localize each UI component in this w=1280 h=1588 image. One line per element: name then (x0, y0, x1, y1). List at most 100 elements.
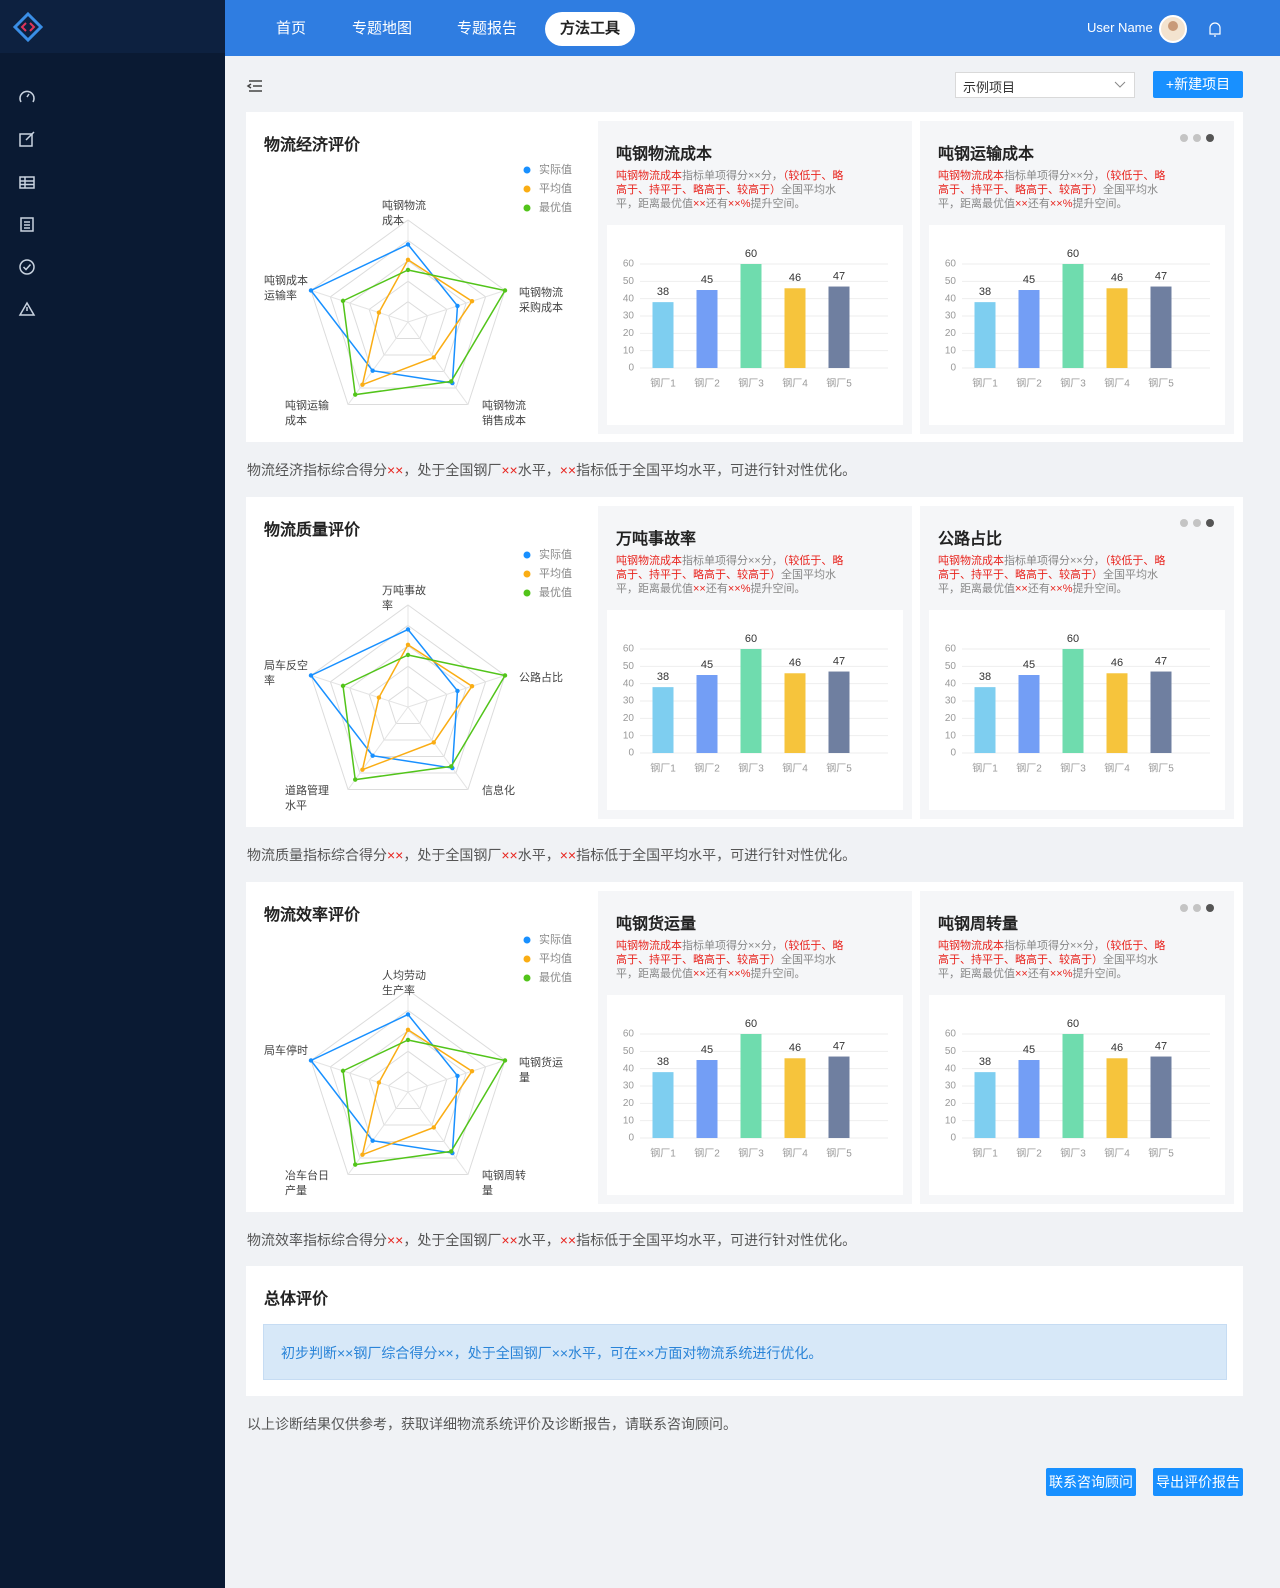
x-tick-label: 钢厂1 (972, 377, 998, 390)
legend-dot (523, 589, 531, 597)
icon-warning[interactable] (18, 301, 36, 316)
bar-chart: 0 10 20 30 40 50 60 38 钢厂1 45 钢厂2 60 钢厂3 46 钢厂4 47 钢厂5 (945, 248, 1210, 390)
radar-series-line (361, 643, 474, 771)
text-segment: 水平， (517, 462, 560, 478)
radar-ring (388, 685, 428, 725)
text-segment: 提升空间。 (1072, 968, 1128, 980)
bar (784, 288, 806, 368)
text-segment: ×× (1015, 968, 1028, 980)
value-label: 45 (1023, 274, 1035, 286)
card-description: 吨钢物流成本指标单项得分××分，（较低于、略高于、持平于、略高于、较高于）全国平… (616, 554, 854, 596)
section-title: 物流效率评价 (264, 907, 361, 924)
text-segment: 指标单项得分××分， (682, 940, 783, 952)
text-segment: ×× (693, 198, 706, 210)
y-tick-label: 60 (623, 1029, 635, 1040)
radar-series-line (342, 269, 507, 396)
radar-ring (349, 1030, 467, 1143)
radar-point (340, 1068, 346, 1074)
radar-spoke (310, 675, 409, 708)
radar-point (448, 379, 454, 384)
logo[interactable] (0, 0, 60, 53)
radar-spoke (407, 706, 469, 790)
text-segment: 指标低于全国平均水平，可进行针对性优化。 (576, 462, 857, 478)
card-title: 公路占比 (938, 531, 1003, 548)
card-description: 吨钢物流成本指标单项得分××分，（较低于、略高于、持平于、略高于、较高于）全国平… (938, 169, 1176, 211)
icon-dashboard[interactable] (19, 90, 35, 103)
nav-item[interactable]: 专题地图 (352, 20, 413, 37)
radar-ring (349, 645, 467, 758)
text-segment: ××% (1049, 583, 1073, 595)
text-segment: 吨钢物流成本 (938, 555, 1004, 567)
radar-series-line (342, 1039, 507, 1166)
radar-ring (388, 300, 428, 340)
radar-ring (388, 1070, 428, 1110)
text-segment: 指标单项得分××分， (682, 170, 783, 182)
bar-chart: 0 10 20 30 40 50 60 38 钢厂1 45 钢厂2 60 钢厂3 46 钢厂4 47 钢厂5 (945, 633, 1210, 775)
radar-axis-label: 产量 (285, 1183, 307, 1197)
carousel-dot (1206, 904, 1214, 912)
project-select[interactable]: 示例项目 (955, 72, 1135, 98)
text-segment: 水平， (517, 847, 560, 863)
radar-point (455, 688, 460, 694)
text-segment: （较低于、略高于、持平于、略高于、较高于） (616, 555, 844, 581)
user-name[interactable]: User Name (1087, 20, 1153, 35)
nav-item[interactable]: 方法工具 (545, 12, 636, 46)
text-segment: 还有 (1027, 198, 1050, 210)
legend-label[interactable]: 平均值 (539, 567, 572, 580)
y-tick-label: 20 (945, 1098, 957, 1109)
x-tick-label: 钢厂2 (694, 1147, 720, 1160)
overall-title: 总体评价 (264, 1291, 329, 1308)
text-segment: 指标单项得分××分， (1004, 170, 1105, 182)
bell-icon[interactable] (1209, 22, 1221, 37)
x-tick-label: 钢厂4 (782, 377, 808, 390)
value-label: 38 (979, 1056, 991, 1068)
radar-axis-label: 局车停时 (264, 1043, 308, 1057)
nav-item[interactable]: 首页 (276, 20, 307, 37)
icon-edit[interactable] (19, 131, 35, 147)
radar-point (353, 777, 358, 782)
y-tick-label: 50 (945, 661, 957, 672)
legend-label[interactable]: 实际值 (539, 932, 572, 946)
value-label: 60 (745, 633, 757, 645)
legend-label[interactable]: 实际值 (539, 547, 572, 561)
card-title: 吨钢周转量 (938, 916, 1019, 933)
value-label: 46 (1111, 657, 1123, 669)
bar (1150, 1056, 1172, 1138)
value-label: 60 (745, 248, 757, 260)
x-tick-label: 钢厂3 (738, 762, 764, 775)
legend-dot (523, 936, 531, 944)
export-button[interactable]: 导出评价报告 (1153, 1468, 1243, 1496)
carousel-dot (1206, 519, 1214, 527)
y-tick-label: 30 (623, 311, 635, 322)
text-segment: 指标低于全国平均水平，可进行针对性优化。 (576, 1232, 857, 1248)
bar (652, 1072, 674, 1138)
icon-list[interactable] (20, 217, 34, 232)
x-tick-label: 钢厂4 (1104, 762, 1130, 775)
new-project-button[interactable]: +新建项目 (1153, 71, 1243, 98)
y-tick-label: 0 (950, 1133, 956, 1144)
icon-check[interactable] (19, 259, 35, 275)
contact-button[interactable]: 联系咨询顾问 (1046, 1468, 1136, 1496)
legend-label[interactable]: 最优值 (539, 201, 572, 214)
text-segment: 提升空间。 (750, 968, 806, 980)
bar (1150, 671, 1172, 753)
sidebar-icons (18, 90, 36, 316)
menu-toggle[interactable] (246, 78, 266, 94)
radar-point (360, 1152, 365, 1157)
legend-label[interactable]: 平均值 (539, 182, 572, 195)
legend-label[interactable]: 实际值 (539, 162, 572, 176)
carousel-dot (1193, 519, 1201, 527)
x-tick-label: 钢厂5 (1148, 1147, 1174, 1160)
icon-table[interactable] (19, 176, 35, 189)
legend-label[interactable]: 最优值 (539, 586, 572, 599)
overall-panel: 总体评价 初步判断××钢厂综合得分××，处于全国钢厂××水平，可在××方面对物流… (246, 1266, 1243, 1396)
legend-label[interactable]: 平均值 (539, 952, 572, 965)
text-segment: ×× (387, 1232, 404, 1248)
radar-axis-label: 吨钢物流 (519, 285, 563, 299)
nav-item[interactable]: 专题报告 (457, 20, 518, 37)
legend-label[interactable]: 最优值 (539, 971, 572, 984)
radar-point (405, 1027, 411, 1032)
x-tick-label: 钢厂2 (1016, 762, 1042, 775)
